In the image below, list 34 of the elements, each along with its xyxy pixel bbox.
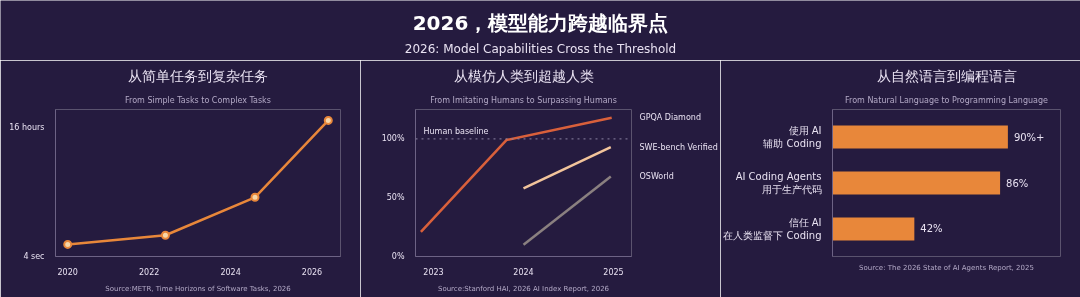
x-tick-label: 2020 xyxy=(57,267,78,277)
y-tick-label: 使用 AI 辅助 Coding xyxy=(763,124,822,150)
y-tick-label: 信任 AI 在人类监督下 Coding xyxy=(723,216,822,242)
chart-subtitle: From Simple Tasks to Complex Tasks xyxy=(125,95,271,105)
point xyxy=(323,115,333,125)
ref-line-label: Human baseline xyxy=(423,126,489,136)
text: OSWorld xyxy=(639,172,674,182)
text: 2026: Model Capabilities Cross the Threshold xyxy=(404,41,677,56)
chart-subtitle: From Natural Language to Programming Language xyxy=(845,95,1049,105)
chart-title: 从简单任务到复杂任务 xyxy=(128,67,268,84)
x-tick-label: 2025 xyxy=(603,267,624,277)
chart-title: 从模仿人类到超越人类 xyxy=(453,67,594,84)
point xyxy=(250,192,260,202)
x-tick-label: 2022 xyxy=(138,267,160,277)
point xyxy=(63,239,73,249)
point xyxy=(160,230,170,240)
x-tick-label: 2023 xyxy=(423,267,444,277)
y-tick-label: 0% xyxy=(391,252,405,261)
text: 16 hours xyxy=(9,122,45,132)
chart-title: 从自然语言到编程语言 xyxy=(876,67,1017,84)
y-tick-label: AI Coding Agents 用于生产代码 xyxy=(735,170,822,196)
text: 4 sec xyxy=(23,252,45,261)
text: SWE-bench Verified xyxy=(639,142,718,152)
text: GPQA Diamond xyxy=(639,113,701,123)
x-tick-label: 2026 xyxy=(301,267,323,277)
data-label: 42% xyxy=(920,223,943,235)
y-tick-label: 50% xyxy=(386,193,405,203)
data-label: 86% xyxy=(1006,177,1029,189)
chart-subtitle: From Imitating Humans to Surpassing Humans xyxy=(430,95,617,105)
x-tick-label: 2024 xyxy=(513,267,534,277)
x-tick-label: 2024 xyxy=(220,267,241,277)
text: 2026，模型能力跨越临界点 xyxy=(412,11,669,36)
y-tick-label: 100% xyxy=(381,134,405,144)
data-label: 90%+ xyxy=(1013,131,1045,143)
